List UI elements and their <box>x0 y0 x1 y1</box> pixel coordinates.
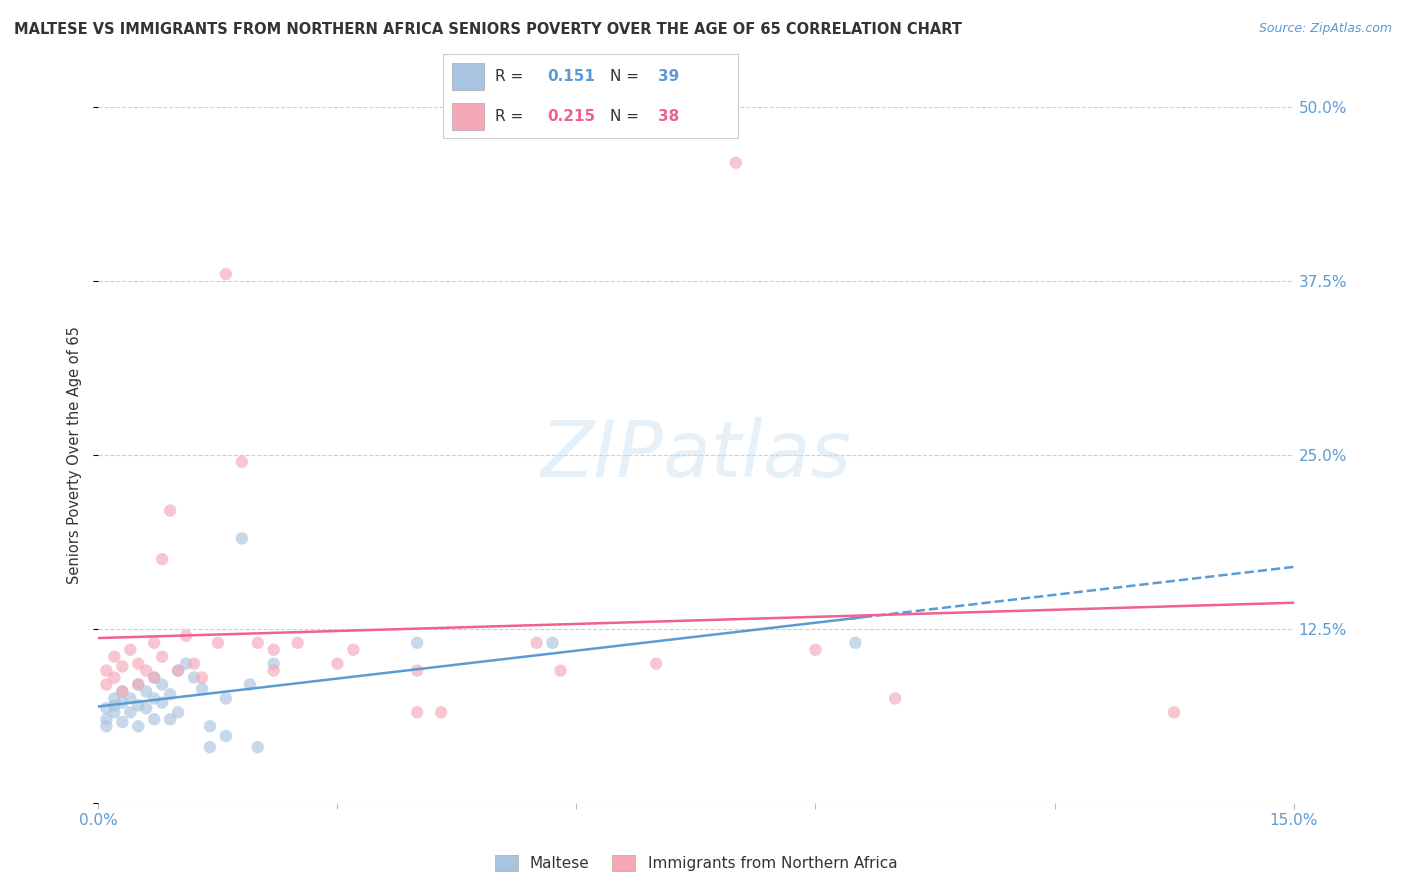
Point <box>263 664 285 678</box>
Point <box>167 664 190 678</box>
Point <box>103 691 125 706</box>
Point <box>143 671 166 685</box>
Point <box>127 657 149 671</box>
Point <box>150 649 173 664</box>
Point <box>111 659 134 673</box>
Point <box>207 636 229 650</box>
Point <box>246 636 269 650</box>
Text: ZIPatlas: ZIPatlas <box>540 417 852 493</box>
Point <box>96 664 118 678</box>
Point <box>96 677 118 691</box>
Point <box>135 664 157 678</box>
Point <box>724 155 747 169</box>
Point <box>430 706 453 720</box>
Point <box>406 636 429 650</box>
Text: R =: R = <box>495 109 527 124</box>
Point <box>111 715 134 730</box>
Point <box>143 691 166 706</box>
Point <box>246 740 269 755</box>
Point <box>150 696 173 710</box>
Point <box>541 636 564 650</box>
Point <box>120 706 142 720</box>
Point <box>127 677 149 691</box>
Point <box>96 712 118 726</box>
Point <box>159 503 181 517</box>
Point <box>231 455 253 469</box>
Text: 0.215: 0.215 <box>548 109 596 124</box>
Point <box>96 701 118 715</box>
Point <box>844 636 866 650</box>
Point <box>804 642 827 657</box>
Point <box>191 681 214 696</box>
Point <box>174 657 197 671</box>
Point <box>263 657 285 671</box>
Point <box>120 642 142 657</box>
Point <box>150 677 173 691</box>
Legend: Maltese, Immigrants from Northern Africa: Maltese, Immigrants from Northern Africa <box>486 847 905 879</box>
Point <box>526 636 548 650</box>
Point <box>326 657 349 671</box>
Point <box>159 712 181 726</box>
Point <box>103 649 125 664</box>
Text: 39: 39 <box>658 69 679 84</box>
FancyBboxPatch shape <box>451 103 484 130</box>
Point <box>127 677 149 691</box>
Point <box>183 671 205 685</box>
Point <box>111 696 134 710</box>
Text: 0.151: 0.151 <box>548 69 596 84</box>
Point <box>231 532 253 546</box>
Point <box>143 636 166 650</box>
FancyBboxPatch shape <box>451 62 484 90</box>
Point <box>215 691 238 706</box>
Point <box>111 684 134 698</box>
Point <box>143 671 166 685</box>
Point <box>143 712 166 726</box>
Point <box>135 684 157 698</box>
Point <box>263 642 285 657</box>
Point <box>174 629 197 643</box>
Point <box>550 664 572 678</box>
Point <box>215 729 238 743</box>
Text: MALTESE VS IMMIGRANTS FROM NORTHERN AFRICA SENIORS POVERTY OVER THE AGE OF 65 CO: MALTESE VS IMMIGRANTS FROM NORTHERN AFRI… <box>14 22 962 37</box>
Point <box>127 719 149 733</box>
Point <box>198 740 221 755</box>
Point <box>103 706 125 720</box>
Point <box>167 664 190 678</box>
Point <box>103 671 125 685</box>
Point <box>103 698 125 713</box>
Point <box>406 706 429 720</box>
Point <box>167 706 190 720</box>
Point <box>96 719 118 733</box>
Y-axis label: Seniors Poverty Over the Age of 65: Seniors Poverty Over the Age of 65 <box>67 326 83 584</box>
Point <box>159 687 181 701</box>
Text: N =: N = <box>610 69 644 84</box>
Point <box>342 642 364 657</box>
Point <box>150 552 173 566</box>
Point <box>111 684 134 698</box>
Text: Source: ZipAtlas.com: Source: ZipAtlas.com <box>1258 22 1392 36</box>
Point <box>135 701 157 715</box>
Point <box>183 657 205 671</box>
Point <box>884 691 907 706</box>
Text: R =: R = <box>495 69 527 84</box>
Point <box>1163 706 1185 720</box>
Point <box>120 691 142 706</box>
Point <box>191 671 214 685</box>
Text: 38: 38 <box>658 109 679 124</box>
Point <box>239 677 262 691</box>
Text: N =: N = <box>610 109 644 124</box>
Point <box>215 267 238 281</box>
Point <box>406 664 429 678</box>
Point <box>645 657 668 671</box>
Point <box>127 698 149 713</box>
Point <box>198 719 221 733</box>
Point <box>287 636 309 650</box>
